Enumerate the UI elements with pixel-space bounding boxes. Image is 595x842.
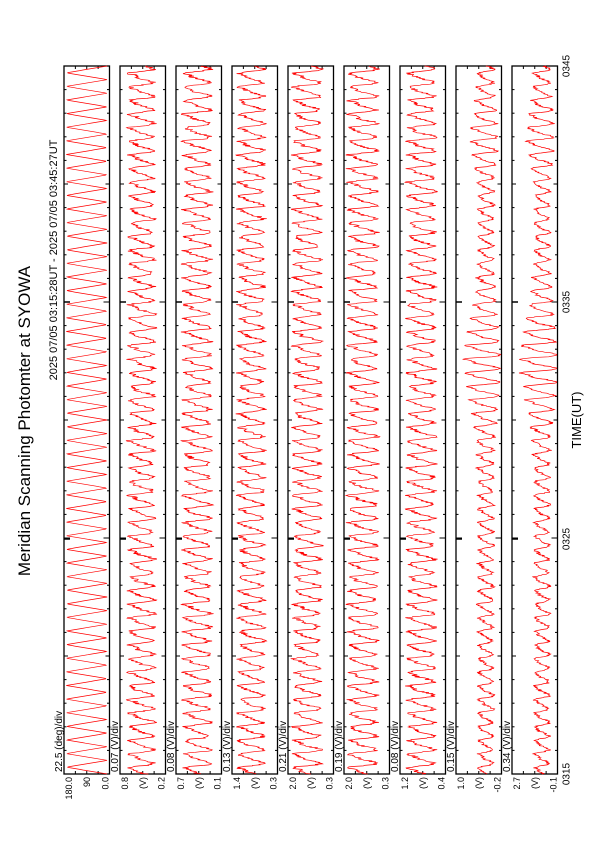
series-line-9 bbox=[518, 65, 558, 775]
panel-frame bbox=[455, 65, 503, 775]
x-tick-label: 0335 bbox=[562, 290, 573, 313]
panel-5: 2.0 (V) 0.3 0.21 (V)/div bbox=[278, 65, 335, 790]
y-label-min: 0.1 bbox=[213, 777, 223, 790]
y-label-unit: (V) bbox=[194, 777, 204, 789]
y-label-unit: (V) bbox=[362, 777, 372, 789]
y-label-unit: (V) bbox=[530, 777, 540, 789]
y-label-max: 2.0 bbox=[344, 777, 354, 790]
panel-frame bbox=[119, 65, 167, 775]
panel-8: 1.0 (V) -0.2 0.15 (V)/div bbox=[446, 65, 503, 793]
panel-3: 0.7 (V) 0.1 0.08 (V)/div bbox=[166, 65, 223, 790]
y-label-unit: (V) bbox=[306, 777, 316, 789]
panel-scale: 0.15 (V)/div bbox=[446, 721, 457, 772]
chart-period: 2025 07/05 03:15:28UT - 2025 07/05 03:45… bbox=[48, 139, 60, 380]
panel-9: 2.7 (V) -0.1 0.34 (V)/div bbox=[502, 65, 559, 793]
y-label-min: 0.0 bbox=[101, 777, 111, 790]
x-tick-label: 0345 bbox=[562, 54, 573, 77]
y-label-unit: 90 bbox=[82, 777, 92, 787]
series-line-4 bbox=[235, 65, 268, 775]
panel-scale: 0.07 (V)/div bbox=[110, 721, 121, 772]
y-label-max: 1.4 bbox=[232, 777, 242, 790]
x-axis-ticks: 0315 0325 0335 0345 bbox=[64, 54, 573, 785]
panel-scale: 0.08 (V)/div bbox=[166, 721, 177, 772]
y-label-unit: (V) bbox=[138, 777, 148, 789]
y-label-max: 1.0 bbox=[456, 777, 466, 790]
y-label-max: 0.7 bbox=[176, 777, 186, 790]
panel-scale: 0.19 (V)/div bbox=[334, 721, 345, 772]
panel-scale: 0.21 (V)/div bbox=[278, 721, 289, 772]
series-line-6 bbox=[344, 65, 381, 775]
series-line-1 bbox=[65, 65, 108, 775]
y-label-max: 2.0 bbox=[288, 777, 298, 790]
panel-1: 180.0 90 0.0 22.5 (deg)/div bbox=[54, 65, 111, 800]
y-label-max: 1.2 bbox=[400, 777, 410, 790]
y-label-max: 0.8 bbox=[120, 777, 130, 790]
panel-stack: 180.0 90 0.0 22.5 (deg)/div 0.8 (V) 0.2 0.07 (V… bbox=[54, 65, 559, 800]
y-label-min: 0.2 bbox=[157, 777, 167, 790]
y-label-max: 180.0 bbox=[64, 777, 74, 800]
panel-2: 0.8 (V) 0.2 0.07 (V)/div bbox=[110, 65, 167, 790]
panel-scale: 0.08 (V)/div bbox=[390, 721, 401, 772]
panel-scale: 0.34 (V)/div bbox=[502, 721, 513, 772]
panel-6: 2.0 (V) 0.3 0.19 (V)/div bbox=[334, 65, 391, 790]
series-line-3 bbox=[180, 65, 215, 775]
panel-frame bbox=[511, 65, 559, 775]
y-label-min: 0.4 bbox=[437, 777, 447, 790]
panel-frame bbox=[175, 65, 223, 775]
series-line-8 bbox=[462, 65, 502, 775]
panel-frame bbox=[63, 65, 111, 775]
x-axis-label: TIME(UT) bbox=[569, 391, 584, 448]
series-line-5 bbox=[290, 65, 325, 775]
y-label-unit: (V) bbox=[474, 777, 484, 789]
y-label-min: 0.3 bbox=[269, 777, 279, 790]
panel-7: 1.2 (V) 0.4 0.08 (V)/div bbox=[390, 65, 447, 790]
y-label-min: 0.3 bbox=[325, 777, 335, 790]
panel-scale: 22.5 (deg)/div bbox=[54, 711, 65, 772]
y-label-unit: (V) bbox=[418, 777, 428, 789]
y-label-min: -0.1 bbox=[549, 777, 559, 793]
y-label-unit: (V) bbox=[250, 777, 260, 789]
panel-4: 1.4 (V) 0.3 0.13 (V)/div bbox=[222, 65, 279, 790]
x-tick-label: 0315 bbox=[562, 762, 573, 785]
x-tick-label: 0325 bbox=[562, 527, 573, 550]
y-label-max: 2.7 bbox=[512, 777, 522, 790]
series-line-2 bbox=[125, 65, 158, 775]
panel-scale: 0.13 (V)/div bbox=[222, 721, 233, 772]
chart-title: Meridian Scanning Photomter at SYOWA bbox=[15, 265, 34, 576]
series-line-7 bbox=[404, 65, 438, 775]
y-label-min: 0.3 bbox=[381, 777, 391, 790]
y-label-min: -0.2 bbox=[493, 777, 503, 793]
